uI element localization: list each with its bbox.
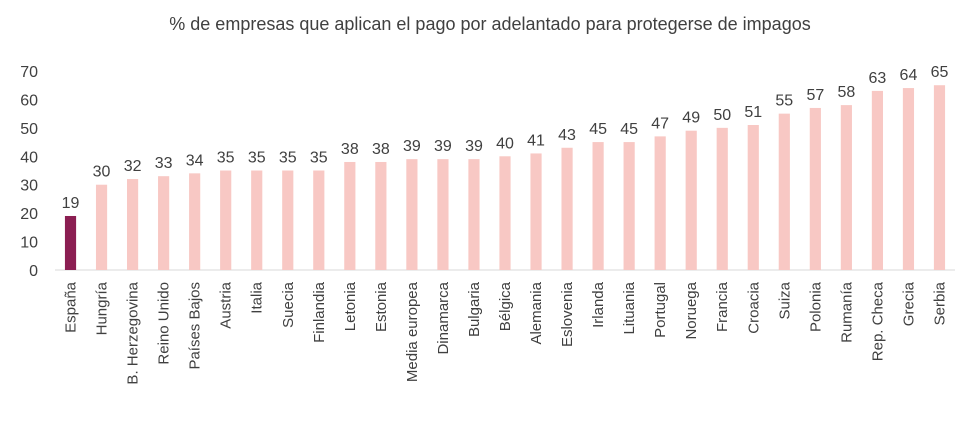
x-tick-label: Serbia bbox=[931, 281, 948, 325]
bar bbox=[251, 170, 263, 270]
bar bbox=[95, 184, 108, 270]
bar bbox=[437, 159, 449, 270]
data-label: 57 bbox=[806, 87, 824, 104]
bar bbox=[468, 159, 480, 270]
data-label: 45 bbox=[589, 121, 607, 138]
x-tick-label: Bélgica bbox=[497, 281, 514, 331]
data-label: 35 bbox=[279, 150, 297, 167]
bar bbox=[499, 156, 511, 270]
x-tick-label: Alemania bbox=[528, 281, 545, 344]
x-tick-label: Estonia bbox=[373, 281, 390, 332]
x-tick-label: Eslovenia bbox=[559, 281, 576, 347]
x-tick-label: Irlanda bbox=[590, 281, 607, 328]
x-tick-label: Grecia bbox=[900, 281, 917, 326]
x-tick-label: Croacia bbox=[745, 281, 762, 333]
bar bbox=[406, 159, 418, 270]
x-tick-label: Portugal bbox=[652, 282, 669, 338]
bar bbox=[747, 125, 759, 270]
data-label: 51 bbox=[744, 104, 762, 121]
x-tick-label: Dinamarca bbox=[435, 281, 452, 354]
y-tick-label: 70 bbox=[20, 64, 38, 81]
x-tick-label: Reino Unido bbox=[156, 282, 173, 365]
x-tick-label: Letonia bbox=[342, 281, 359, 331]
bar bbox=[592, 142, 604, 270]
y-tick-label: 30 bbox=[20, 178, 38, 195]
data-label: 41 bbox=[527, 132, 545, 149]
bar bbox=[189, 173, 201, 270]
x-tick-label: Suecia bbox=[280, 281, 297, 328]
data-label: 55 bbox=[775, 93, 793, 110]
bar bbox=[561, 147, 573, 270]
data-label: 34 bbox=[186, 152, 204, 169]
data-label: 35 bbox=[217, 150, 235, 167]
bar bbox=[902, 88, 915, 270]
bar bbox=[282, 170, 294, 270]
x-tick-label: Media europea bbox=[404, 281, 421, 382]
x-tick-label: Francia bbox=[714, 281, 731, 332]
bar bbox=[530, 153, 542, 270]
x-tick-label: Lituania bbox=[621, 281, 638, 334]
bar bbox=[685, 130, 697, 270]
y-tick-label: 50 bbox=[20, 121, 38, 138]
data-label: 35 bbox=[248, 150, 266, 167]
y-tick-label: 20 bbox=[20, 206, 38, 223]
data-label: 33 bbox=[155, 155, 173, 172]
bar bbox=[375, 161, 387, 270]
data-label: 30 bbox=[93, 164, 111, 181]
chart-title: % de empresas que aplican el pago por ad… bbox=[169, 14, 811, 34]
x-tick-label: Polonia bbox=[807, 281, 824, 332]
x-tick-label: Italia bbox=[249, 281, 266, 313]
x-tick-label: Rumanía bbox=[838, 281, 855, 343]
bar bbox=[840, 105, 852, 270]
data-label: 19 bbox=[62, 195, 80, 212]
x-tick-label: Finlandia bbox=[311, 281, 328, 343]
data-label: 49 bbox=[682, 110, 700, 127]
data-label: 40 bbox=[496, 135, 514, 152]
bar bbox=[871, 90, 883, 271]
bar bbox=[158, 176, 170, 270]
bar bbox=[933, 85, 946, 270]
y-tick-label: 0 bbox=[29, 263, 38, 280]
data-label: 38 bbox=[372, 141, 390, 158]
y-tick-label: 10 bbox=[20, 235, 38, 252]
data-label: 35 bbox=[310, 150, 328, 167]
bar bbox=[127, 179, 139, 270]
bar bbox=[809, 107, 821, 270]
data-label: 50 bbox=[713, 107, 731, 124]
y-tick-label: 40 bbox=[20, 149, 38, 166]
x-tick-label: Rep. Checa bbox=[869, 281, 886, 361]
x-tick-label: España bbox=[63, 281, 80, 333]
bar bbox=[64, 215, 77, 270]
x-tick-label: Hungría bbox=[94, 281, 111, 335]
bar bbox=[654, 136, 666, 270]
data-label: 45 bbox=[620, 121, 638, 138]
x-tick-label: Austria bbox=[218, 281, 235, 328]
bar bbox=[344, 161, 356, 270]
bar bbox=[220, 170, 232, 270]
bar bbox=[716, 127, 728, 270]
data-label: 38 bbox=[341, 141, 359, 158]
data-label: 63 bbox=[869, 70, 887, 87]
data-label: 65 bbox=[931, 64, 949, 81]
data-label: 58 bbox=[837, 84, 855, 101]
data-label: 32 bbox=[124, 158, 142, 175]
y-tick-label: 60 bbox=[20, 92, 38, 109]
data-label: 47 bbox=[651, 115, 669, 132]
data-label: 64 bbox=[900, 67, 918, 84]
data-label: 43 bbox=[558, 127, 576, 144]
data-label: 39 bbox=[403, 138, 421, 155]
data-label: 39 bbox=[465, 138, 483, 155]
x-tick-label: Bulgaria bbox=[466, 281, 483, 337]
data-label: 39 bbox=[434, 138, 452, 155]
bar bbox=[313, 170, 325, 270]
bar bbox=[778, 113, 790, 271]
x-tick-label: B. Herzegovina bbox=[125, 281, 142, 384]
x-tick-label: Noruega bbox=[683, 281, 700, 339]
bar bbox=[623, 142, 635, 270]
x-tick-label: Países Bajos bbox=[187, 282, 204, 370]
x-tick-label: Suiza bbox=[776, 281, 793, 319]
